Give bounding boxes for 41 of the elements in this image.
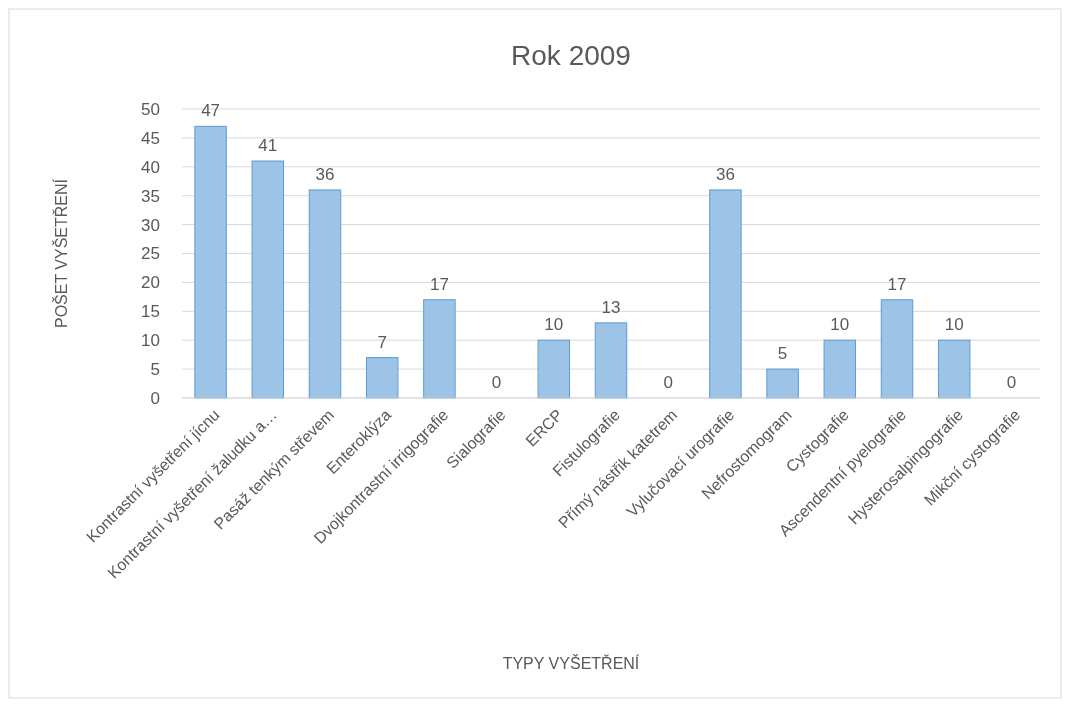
chart-title: Rok 2009 <box>511 40 631 71</box>
y-tick-label: 15 <box>141 302 160 322</box>
y-tick-label: 30 <box>141 215 160 235</box>
y-axis-title: POŠET VYŠETŘENÍ <box>52 178 70 329</box>
bar <box>423 299 456 399</box>
bar <box>709 189 742 399</box>
bar <box>537 339 571 399</box>
bar <box>766 368 799 399</box>
bar <box>365 357 399 399</box>
bar <box>194 125 227 399</box>
bar <box>880 299 914 399</box>
bar <box>251 160 285 399</box>
data-label: 10 <box>830 315 850 335</box>
bar <box>594 322 628 399</box>
y-tick-label: 10 <box>141 331 160 351</box>
data-label: 13 <box>601 297 621 317</box>
y-tick-label: 50 <box>141 99 160 119</box>
data-label: 0 <box>663 373 673 392</box>
data-label: 36 <box>315 164 335 184</box>
y-tick-label: 25 <box>141 244 160 264</box>
data-label: 5 <box>777 344 788 364</box>
y-tick-label: 45 <box>141 128 160 148</box>
y-tick-label: 40 <box>141 157 160 177</box>
x-axis-title: TYPY VYŠETŘENÍ <box>502 654 640 672</box>
y-tick-label: 0 <box>150 388 160 408</box>
data-label: 7 <box>377 332 387 352</box>
data-label: 17 <box>887 274 907 294</box>
bar <box>308 189 342 399</box>
data-label: 10 <box>544 315 564 335</box>
data-label: 47 <box>201 101 221 121</box>
data-label: 36 <box>715 164 735 184</box>
data-label: 17 <box>429 274 449 294</box>
data-label: 41 <box>258 136 278 156</box>
data-label: 0 <box>1006 373 1017 392</box>
bar <box>937 339 971 399</box>
y-tick-label: 35 <box>141 186 160 206</box>
data-label: 0 <box>491 373 502 392</box>
y-tick-label: 5 <box>150 360 160 380</box>
bar <box>823 339 857 399</box>
y-tick-label: 20 <box>141 273 160 293</box>
data-label: 10 <box>944 315 964 335</box>
